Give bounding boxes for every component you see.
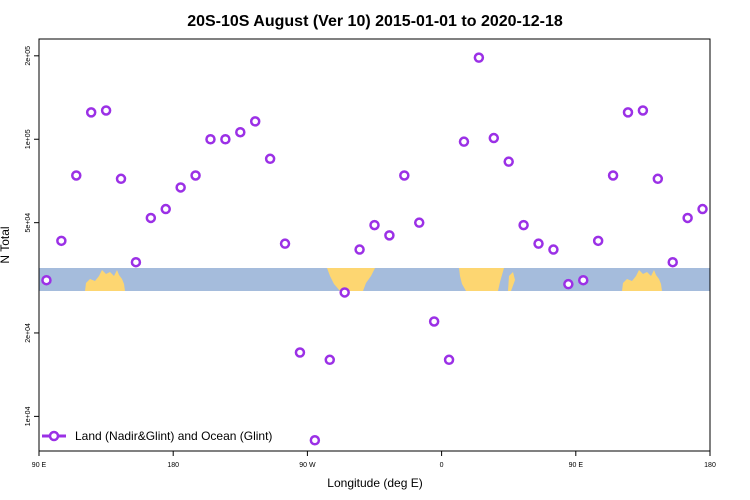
data-point [294, 347, 306, 358]
data-point [473, 52, 485, 63]
data-point [115, 173, 127, 185]
data-point [384, 230, 395, 241]
ocean-band [39, 268, 710, 291]
data-point [41, 274, 52, 286]
data-point [488, 132, 500, 144]
data-point [235, 126, 246, 138]
data-point [145, 212, 157, 224]
data-point [637, 105, 649, 116]
data-point [339, 287, 350, 298]
data-point [548, 244, 559, 255]
data-point [533, 238, 544, 249]
data-point [190, 170, 201, 181]
data-point [622, 107, 634, 118]
y-tick-label: 1e+05 [25, 129, 32, 149]
data-point [682, 212, 693, 224]
land-madagascar [508, 272, 515, 291]
legend-marker [48, 430, 60, 442]
data-point [160, 203, 171, 215]
data-point [399, 170, 410, 181]
data-point [130, 256, 142, 268]
land-australia [85, 270, 125, 291]
data-point [100, 105, 112, 116]
data-point [503, 156, 514, 167]
data-point [369, 219, 380, 231]
data-point [592, 235, 604, 247]
plot-frame [38, 38, 711, 452]
world-map-strip [39, 268, 710, 291]
chart-title: 20S-10S August (Ver 10) 2015-01-01 to 20… [187, 13, 563, 30]
data-point [607, 170, 619, 181]
data-point [443, 354, 455, 366]
data-point [458, 136, 470, 147]
x-axis-label: Longitude (deg E) [327, 476, 422, 490]
data-points [41, 52, 708, 446]
data-point [563, 278, 574, 290]
x-tick-label: 180 [704, 462, 716, 469]
y-axis-label: N Total [0, 226, 12, 263]
data-point [697, 203, 708, 215]
data-point [652, 173, 664, 185]
y-tick-label: 2e+04 [25, 323, 32, 343]
data-point [354, 244, 365, 255]
land-africa [459, 268, 504, 291]
data-point [220, 133, 231, 145]
y-tick-label: 5e+04 [25, 213, 32, 233]
data-point [279, 238, 291, 249]
x-tick-label: 90 E [32, 462, 47, 469]
y-tick-label: 1e+04 [25, 406, 32, 426]
x-tick-label: 90 W [299, 462, 316, 469]
data-point [518, 219, 529, 231]
x-tick-label: 90 E [569, 462, 584, 469]
data-point [578, 274, 589, 286]
x-tick-label: 180 [167, 462, 179, 469]
data-point [71, 170, 82, 181]
data-point [309, 435, 321, 446]
y-axis: 1e+04 2e+04 5e+04 1e+05 2e+05 [25, 46, 39, 426]
data-point [413, 217, 425, 228]
data-point [324, 354, 336, 366]
land-south-america [327, 268, 375, 291]
data-point [175, 182, 186, 193]
legend-label: Land (Nadir&Glint) and Ocean (Glint) [75, 429, 272, 443]
legend: Land (Nadir&Glint) and Ocean (Glint) [42, 429, 272, 443]
x-tick-label: 0 [440, 462, 444, 469]
data-point [85, 107, 97, 118]
y-tick-label: 2e+05 [25, 46, 32, 66]
x-axis: 90 E 180 90 W 0 90 E 180 [32, 451, 716, 469]
data-point [249, 116, 261, 127]
data-point [205, 133, 216, 145]
land-australia-repeat [622, 270, 662, 291]
data-point [428, 316, 440, 327]
data-point [56, 235, 67, 247]
data-point [667, 256, 678, 268]
data-point [264, 153, 276, 165]
